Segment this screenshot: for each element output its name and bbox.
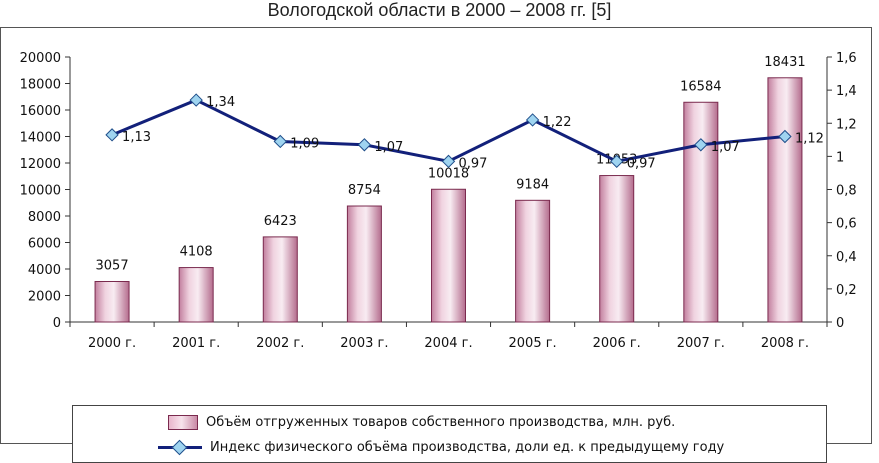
- x-tick-label: 2008 г.: [761, 336, 809, 351]
- left-tick-label: 8000: [28, 210, 61, 225]
- left-tick-label: 18000: [20, 78, 61, 93]
- right-tick-label: 1,6: [836, 51, 857, 66]
- line-value-label: 1,13: [122, 130, 151, 145]
- bar: [94, 280, 130, 323]
- line-point-marker: [441, 154, 456, 169]
- left-tick-label: 4000: [28, 263, 61, 278]
- x-tick-label: 2001 г.: [172, 336, 220, 351]
- right-tick-label: 1: [836, 150, 844, 165]
- line-value-label: 0,97: [627, 156, 656, 171]
- bar: [599, 175, 635, 323]
- bar: [346, 205, 382, 323]
- line-point-marker: [778, 129, 792, 144]
- line-point-marker: [357, 138, 372, 152]
- right-tick-label: 0: [836, 316, 844, 331]
- legend-label-line: Индекс физического объёма производства, …: [210, 439, 725, 455]
- line-value-label: 1,07: [374, 140, 403, 155]
- left-tick-label: 0: [53, 316, 61, 331]
- bar-value-label: 8754: [348, 183, 381, 198]
- bar-value-label: 6423: [264, 214, 297, 229]
- bar-value-label: 9184: [516, 177, 549, 192]
- line-point-marker: [105, 128, 119, 142]
- x-tick-label: 2004 г.: [424, 336, 472, 351]
- line-value-label: 1,12: [795, 132, 824, 147]
- x-tick-label: 2002 г.: [256, 336, 304, 351]
- right-tick-label: 0,8: [836, 184, 857, 199]
- legend-line-swatch: [158, 440, 202, 454]
- bar-value-label: 10018: [428, 166, 469, 181]
- left-tick-label: 6000: [28, 237, 61, 252]
- bar: [515, 199, 551, 323]
- line-point-marker: [189, 93, 203, 107]
- right-tick-label: 1,4: [836, 84, 857, 99]
- legend-item-line: Индекс физического объёма производства, …: [158, 437, 725, 457]
- bar-value-label: 3057: [96, 258, 129, 273]
- legend-bar-swatch: [168, 414, 198, 430]
- x-tick-label: 2003 г.: [340, 336, 388, 351]
- line-point-marker: [694, 138, 708, 152]
- line-value-label: 1,09: [290, 136, 319, 151]
- left-tick-label: 20000: [20, 51, 61, 66]
- bar: [431, 188, 466, 323]
- bar-value-label: 18431: [764, 55, 805, 70]
- chart-legend: Объём отгруженных товаров собственного п…: [72, 405, 827, 463]
- right-tick-label: 0,6: [836, 217, 857, 232]
- right-tick-label: 0,4: [836, 250, 857, 265]
- line-point-marker: [525, 113, 540, 127]
- bar-value-label: 4108: [180, 245, 213, 260]
- bar: [262, 236, 298, 323]
- x-tick-label: 2005 г.: [509, 336, 557, 351]
- bar: [178, 267, 214, 323]
- right-tick-label: 0,2: [836, 283, 857, 298]
- left-tick-label: 2000: [28, 290, 61, 305]
- line-point-marker: [610, 154, 624, 169]
- left-tick-label: 12000: [20, 157, 61, 172]
- line-value-label: 1,22: [543, 115, 572, 130]
- bar-value-label: 16584: [680, 79, 721, 94]
- bar: [767, 77, 803, 323]
- right-tick-label: 1,2: [836, 117, 857, 132]
- bar: [683, 101, 719, 323]
- line-point-marker: [273, 134, 287, 149]
- chart-frame: 0 2000 4000 6000 8000 10000 12000 14000 16000 180…: [0, 27, 872, 463]
- x-tick-label: 2006 г.: [593, 336, 641, 351]
- legend-label-bars: Объём отгруженных товаров собственного п…: [206, 414, 676, 430]
- legend-item-bars: Объём отгруженных товаров собственного п…: [168, 412, 675, 432]
- line-value-label: 0,97: [459, 156, 488, 171]
- left-tick-label: 16000: [20, 104, 61, 119]
- line-value-label: 1,34: [206, 95, 235, 110]
- left-tick-label: 14000: [20, 131, 61, 146]
- combo-chart: 0 2000 4000 6000 8000 10000 12000 14000 16000 180…: [20, 51, 857, 351]
- line-value-label: 1,07: [711, 140, 740, 155]
- left-tick-label: 10000: [20, 184, 61, 199]
- x-tick-label: 2007 г.: [677, 336, 725, 351]
- x-tick-label: 2000 г.: [88, 336, 136, 351]
- chart-title: Вологодской области в 2000 – 2008 гг. [5…: [267, 0, 612, 20]
